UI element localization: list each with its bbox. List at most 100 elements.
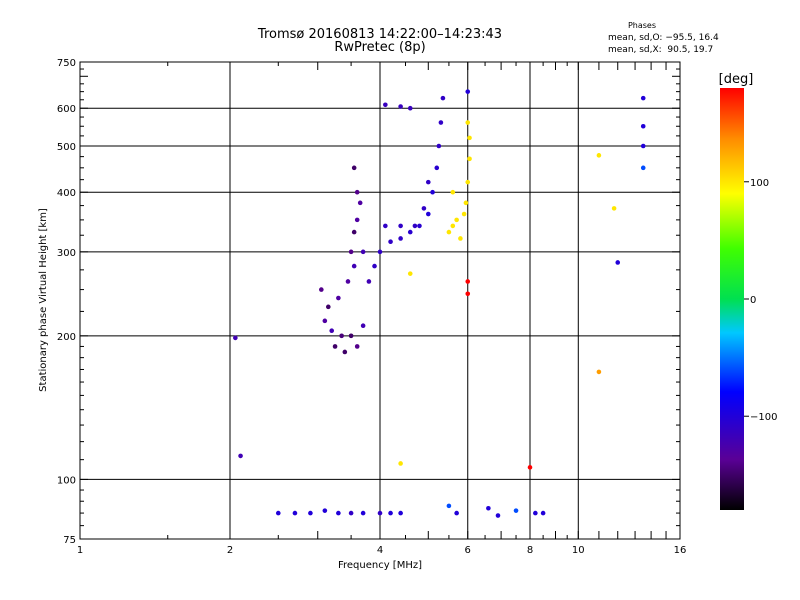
data-point bbox=[446, 229, 452, 235]
data-point bbox=[425, 179, 431, 185]
data-point bbox=[351, 165, 357, 171]
data-point bbox=[421, 206, 427, 211]
data-point bbox=[292, 510, 298, 516]
x-tick-label: 1 bbox=[77, 545, 83, 556]
colorbar-tick-label: 100 bbox=[750, 178, 769, 189]
y-tick-label: 100 bbox=[57, 475, 76, 486]
data-point bbox=[354, 217, 360, 223]
data-point bbox=[332, 344, 338, 349]
data-point bbox=[366, 279, 372, 284]
data-point bbox=[360, 323, 366, 329]
data-point bbox=[336, 510, 341, 516]
data-point bbox=[465, 279, 471, 284]
data-point bbox=[465, 89, 471, 94]
data-point bbox=[461, 211, 467, 217]
data-point bbox=[467, 135, 472, 141]
y-tick-label: 500 bbox=[57, 142, 76, 153]
data-point bbox=[238, 453, 243, 459]
y-tick-label: 400 bbox=[57, 188, 76, 199]
data-point bbox=[383, 223, 388, 229]
data-point bbox=[434, 165, 440, 171]
data-point bbox=[465, 291, 471, 297]
data-point bbox=[398, 236, 403, 241]
data-point bbox=[640, 123, 646, 129]
data-point bbox=[407, 271, 413, 276]
colorbar-tick-label: 0 bbox=[750, 295, 756, 306]
data-point bbox=[233, 335, 238, 341]
data-point bbox=[454, 510, 459, 516]
data-point bbox=[354, 189, 360, 195]
data-point bbox=[329, 328, 335, 333]
data-point bbox=[596, 369, 602, 375]
data-point bbox=[398, 461, 403, 466]
data-point bbox=[640, 95, 646, 101]
data-point bbox=[383, 102, 388, 108]
data-point bbox=[357, 200, 363, 206]
data-point bbox=[398, 104, 403, 109]
data-point bbox=[596, 153, 602, 158]
chart-subtitle: RwPretec (8p) bbox=[334, 40, 426, 55]
y-tick-label: 200 bbox=[57, 332, 76, 343]
data-point bbox=[465, 120, 471, 125]
x-axis-label: Frequency [MHz] bbox=[338, 560, 422, 571]
y-axis: 75 100 200 300 400 500 600 750 bbox=[57, 58, 680, 546]
data-point bbox=[354, 344, 360, 349]
data-point bbox=[425, 211, 431, 217]
data-point bbox=[513, 508, 519, 513]
data-point bbox=[372, 263, 377, 269]
stats-line-x: mean, sd,X: 90.5, 19.7 bbox=[608, 45, 714, 55]
y-tick-label: 750 bbox=[57, 58, 76, 69]
x-tick-label: 10 bbox=[572, 545, 585, 556]
stats-line-o: mean, sd,O: −95.5, 16.4 bbox=[608, 33, 719, 43]
data-point bbox=[322, 508, 328, 513]
data-point bbox=[377, 249, 383, 255]
data-point bbox=[486, 505, 491, 511]
data-point bbox=[275, 510, 281, 516]
data-point bbox=[465, 179, 471, 185]
data-point bbox=[611, 206, 617, 211]
data-point bbox=[533, 510, 538, 516]
data-point bbox=[527, 465, 533, 470]
data-point bbox=[339, 333, 344, 339]
x-tick-label: 8 bbox=[527, 545, 533, 556]
colorbar-tick-label: −100 bbox=[750, 412, 777, 423]
data-point bbox=[467, 156, 472, 162]
data-point bbox=[348, 510, 354, 516]
data-point bbox=[388, 239, 393, 245]
x-tick-label: 4 bbox=[377, 545, 383, 556]
data-point bbox=[322, 318, 328, 324]
data-points bbox=[233, 89, 646, 518]
data-point bbox=[458, 236, 463, 241]
data-point bbox=[398, 223, 403, 229]
data-point bbox=[495, 513, 501, 518]
colorbar bbox=[720, 88, 744, 510]
data-point bbox=[319, 287, 324, 292]
data-point bbox=[336, 295, 341, 301]
data-point bbox=[360, 249, 366, 255]
data-point bbox=[342, 349, 348, 355]
chart-title: Tromsø 20160813 14:22:00–14:23:43 bbox=[257, 27, 503, 42]
x-axis: 1 2 4 6 8 10 16 bbox=[77, 62, 686, 556]
y-axis-label: Stationary phase Virtual Height [km] bbox=[38, 208, 49, 392]
grid-lines bbox=[80, 62, 680, 539]
stats-header: Phases bbox=[627, 21, 657, 30]
data-point bbox=[450, 189, 456, 195]
data-point bbox=[351, 229, 357, 235]
data-point bbox=[436, 143, 442, 149]
data-point bbox=[377, 510, 383, 516]
data-point bbox=[454, 217, 459, 223]
data-point bbox=[430, 189, 435, 195]
data-point bbox=[326, 304, 331, 310]
colorbar-ticks: 100 0 −100 bbox=[744, 178, 777, 423]
data-point bbox=[440, 95, 446, 101]
x-tick-label: 2 bbox=[227, 545, 233, 556]
colorbar-label: [deg] bbox=[719, 72, 754, 87]
data-point bbox=[615, 260, 621, 265]
data-point bbox=[345, 279, 351, 284]
data-point bbox=[463, 200, 469, 206]
data-point bbox=[407, 105, 413, 111]
data-point bbox=[438, 120, 444, 125]
data-point bbox=[450, 223, 456, 229]
data-point bbox=[446, 503, 452, 509]
